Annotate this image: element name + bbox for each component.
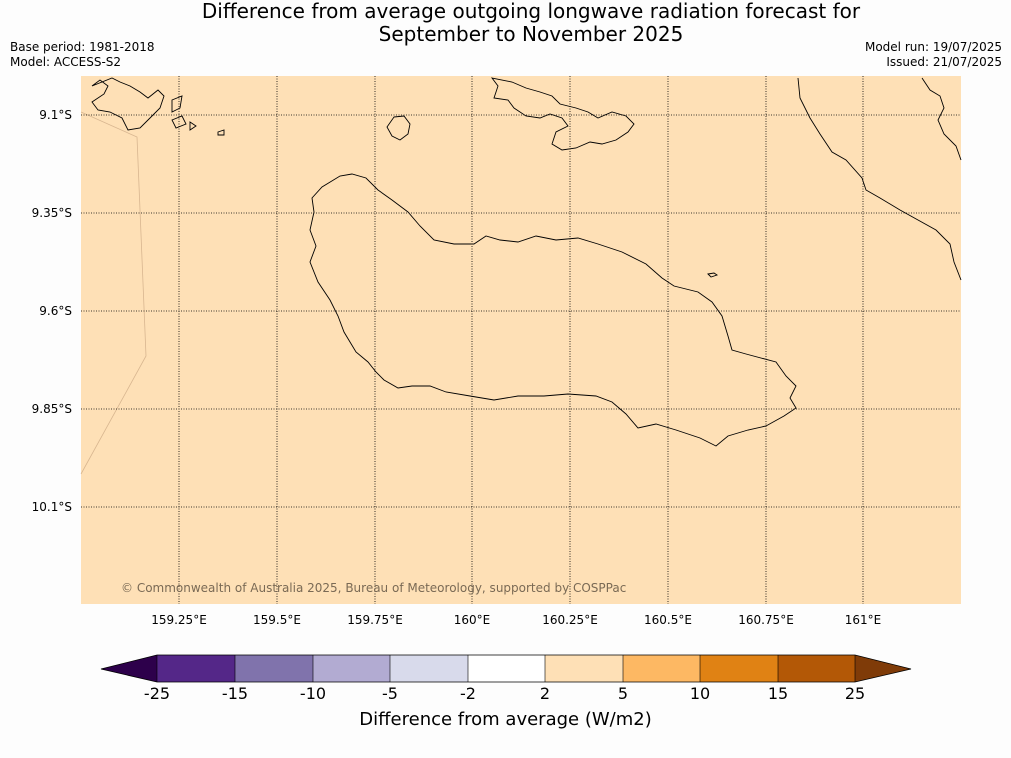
colorbar-segment [390,655,468,682]
coastline-small-island [707,272,719,278]
meta-left: Base period: 1981-2018 Model: ACCESS-S2 [10,40,155,70]
lon-label: 160.5°E [644,613,692,627]
copyright-notice: © Commonwealth of Australia 2025, Bureau… [121,581,627,595]
lat-label: 9.1°S [39,108,72,122]
coastline-malaita-north [921,77,962,161]
title-line-2: September to November 2025 [378,22,684,46]
colorbar-tick-label: -15 [221,684,249,703]
lat-label: 9.6°S [39,304,72,318]
coastline-isabel [91,77,165,131]
lon-label: 160.25°E [542,613,598,627]
gridlines [81,76,961,604]
colorbar-segment [623,655,700,682]
colorbar-extend-high [855,655,911,682]
lat-label: 10.1°S [31,500,72,514]
coastline-isabel-islets [171,95,225,136]
lon-label: 160°E [453,613,491,627]
coastlines [91,77,962,447]
colorbar-segment [313,655,390,682]
colorbar-tick-label: 15 [767,684,789,703]
colorbar-extend-low [101,655,157,682]
colorbar-tick-label: 5 [617,684,629,703]
base-period: Base period: 1981-2018 [10,40,155,54]
data-edge-line [80,111,147,475]
colorbar-segment [157,655,235,682]
meta-right: Model run: 19/07/2025 Issued: 21/07/2025 [865,40,1002,70]
colorbar [100,654,912,683]
lon-label: 161°E [844,613,882,627]
model-run: Model run: 19/07/2025 [864,40,1002,54]
colorbar-tick-label: -25 [143,684,171,703]
colorbar-segment [545,655,623,682]
coastline-nggela [490,77,635,151]
colorbar-segment [235,655,313,682]
colorbar-segment [700,655,778,682]
sea-wedge [81,76,146,474]
colorbar-title: Difference from average (W/m2) [359,709,652,730]
model-name: Model: ACCESS-S2 [10,55,122,69]
colorbar-tick-label: 10 [689,684,711,703]
colorbar-tick-label: -2 [460,684,476,703]
lat-label: 9.85°S [31,402,72,416]
lon-label: 160.75°E [738,613,794,627]
colorbar-tick-label: 2 [539,684,551,703]
lon-label: 159.75°E [347,613,403,627]
coastline-malaita [797,77,962,281]
coastline-guadalcanal [309,173,797,447]
lon-label: 159.5°E [253,613,301,627]
colorbar-segment [468,655,545,682]
colorbar-segment [778,655,855,682]
map-fill [81,76,961,604]
colorbar-tick-label: -10 [299,684,327,703]
colorbar-tick-label: 25 [844,684,866,703]
coastline-savo [386,115,411,141]
lon-label: 159.25°E [151,613,207,627]
title-line-1: Difference from average outgoing longwav… [201,0,861,23]
colorbar-tick-label: -5 [382,684,398,703]
issued-date: Issued: 21/07/2025 [886,55,1002,69]
lat-label: 9.35°S [31,206,72,220]
